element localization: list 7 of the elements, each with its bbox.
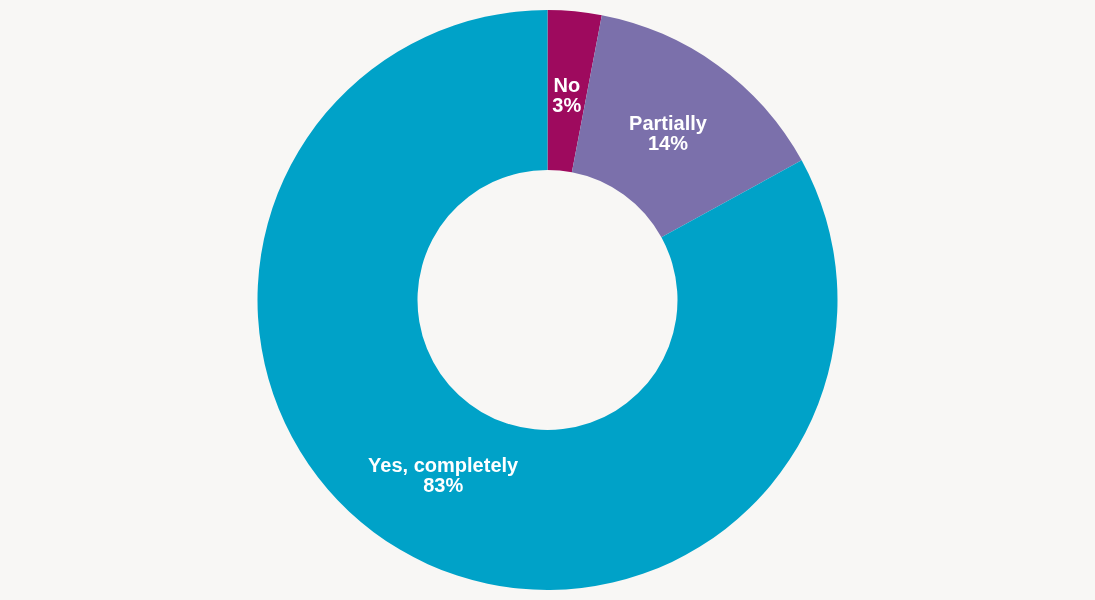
- data-label: 14%: [647, 132, 689, 155]
- slice-label: Yes, completely: [368, 454, 520, 477]
- slice-label: Partially: [629, 112, 708, 135]
- slice-label: No: [553, 73, 581, 96]
- donut-slice: [257, 10, 838, 590]
- data-label: 3%: [552, 93, 582, 116]
- donut-slice: [547, 10, 602, 173]
